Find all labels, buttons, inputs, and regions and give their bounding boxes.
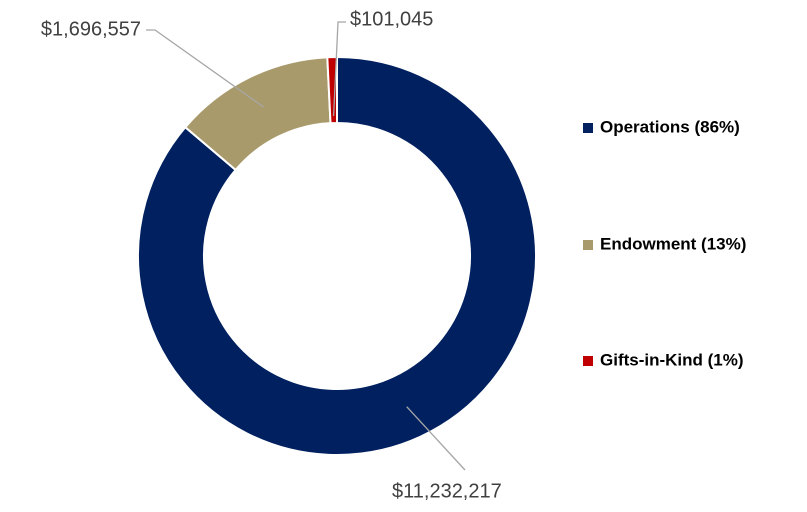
leader-line xyxy=(146,29,265,108)
legend-swatch xyxy=(583,123,593,133)
leader-line xyxy=(406,406,466,471)
legend-swatch xyxy=(583,240,593,250)
value-label: $11,232,217 xyxy=(392,480,502,502)
legend-label: Endowment (13%) xyxy=(600,234,746,253)
legend-swatch xyxy=(583,356,593,366)
value-label: $1,696,557 xyxy=(41,18,141,40)
leader-line xyxy=(332,21,346,117)
slice xyxy=(137,55,537,456)
value-label: $101,045 xyxy=(350,8,433,30)
legend-label: Operations (86%) xyxy=(600,117,740,136)
legend-label: Gifts-in-Kind (1%) xyxy=(600,350,744,369)
